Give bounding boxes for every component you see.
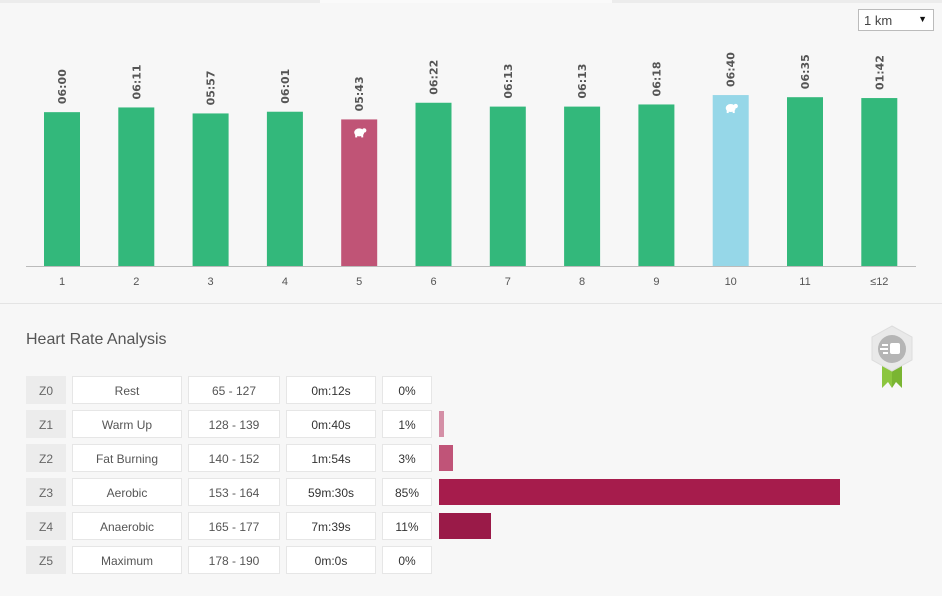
bar-value-label: 06:22 (428, 60, 441, 95)
zone-time: 1m:54s (286, 444, 376, 472)
zone-percent: 11% (382, 512, 432, 540)
pace-bar[interactable] (712, 95, 749, 266)
zone-row: Z5 Maximum 178 - 190 0m:0s 0% (26, 546, 439, 574)
x-tick-label: 6 (430, 276, 436, 288)
zone-name: Fat Burning (72, 444, 182, 472)
bar-value-label: 06:13 (502, 64, 515, 99)
zone-percent-bar (439, 513, 491, 539)
x-tick-label: ≤12 (870, 276, 888, 288)
zone-name: Maximum (72, 546, 182, 574)
bar-value-label: 06:40 (725, 52, 738, 87)
zone-name: Anaerobic (72, 512, 182, 540)
zone-time: 59m:30s (286, 478, 376, 506)
bar-value-label: 05:43 (353, 76, 366, 111)
zone-time: 7m:39s (286, 512, 376, 540)
zone-range: 128 - 139 (188, 410, 280, 438)
section-divider (0, 303, 942, 304)
x-tick-label: 5 (356, 276, 362, 288)
x-tick-label: 9 (653, 276, 659, 288)
zone-percent: 1% (382, 410, 432, 438)
zone-percent: 3% (382, 444, 432, 472)
x-tick-label: 11 (799, 276, 810, 288)
x-tick-label: 7 (505, 276, 511, 288)
zone-time: 0m:0s (286, 546, 376, 574)
speed-badge-icon (871, 325, 913, 388)
pace-bar[interactable] (489, 106, 526, 266)
x-tick-label: 2 (133, 276, 139, 288)
bar-value-label: 06:18 (650, 61, 663, 96)
zone-range: 140 - 152 (188, 444, 280, 472)
turtle-icon (725, 103, 738, 114)
zone-name: Rest (72, 376, 182, 404)
bar-value-label: 06:01 (279, 69, 292, 104)
heart-rate-title: Heart Rate Analysis (26, 331, 167, 348)
pace-bar[interactable] (44, 112, 80, 267)
x-tick-label: 4 (282, 276, 288, 288)
bar-value-label: 06:11 (130, 64, 143, 99)
pace-bar-chart: 06:00 1 06:11 2 05:57 3 06:01 4 05:43 5 06:22 6 06:1… (26, 52, 916, 288)
distance-select[interactable]: 1 km ▼ (858, 9, 934, 31)
zone-percent: 0% (382, 376, 432, 404)
x-tick-label: 1 (59, 276, 65, 288)
pace-bar[interactable] (638, 104, 675, 266)
pace-bar[interactable] (341, 119, 378, 267)
zone-row: Z1 Warm Up 128 - 139 0m:40s 1% (26, 410, 444, 438)
zone-range: 65 - 127 (188, 376, 280, 404)
rabbit-icon (354, 128, 367, 138)
zone-label: Z0 (26, 376, 66, 404)
x-tick-label: 8 (579, 276, 585, 288)
pace-bar[interactable] (415, 102, 452, 266)
pace-bar[interactable] (192, 113, 229, 266)
zone-row: Z0 Rest 65 - 127 0m:12s 0% (26, 376, 439, 404)
bar-value-label: 01:42 (873, 55, 886, 90)
top-tab-strip (0, 0, 942, 3)
zone-row: Z3 Aerobic 153 - 164 59m:30s 85% (26, 478, 841, 506)
dropdown-arrow-icon: ▼ (918, 14, 927, 24)
zone-time: 0m:40s (286, 410, 376, 438)
zone-percent-bar (439, 445, 454, 471)
active-tab-strip (320, 0, 612, 3)
zone-percent: 0% (382, 546, 432, 574)
pace-bar[interactable] (266, 111, 303, 266)
zone-percent-bar (439, 411, 444, 437)
zone-label: Z1 (26, 410, 66, 438)
bar-value-label: 06:35 (799, 54, 812, 89)
zone-range: 178 - 190 (188, 546, 280, 574)
zone-label: Z4 (26, 512, 66, 540)
zone-name: Aerobic (72, 478, 182, 506)
x-tick-label: 10 (725, 276, 737, 288)
zone-percent: 85% (382, 478, 432, 506)
zone-row: Z2 Fat Burning 140 - 152 1m:54s 3% (26, 444, 454, 472)
zone-range: 165 - 177 (188, 512, 280, 540)
zone-time: 0m:12s (286, 376, 376, 404)
zone-percent-bar (439, 479, 841, 505)
bar-value-label: 06:13 (576, 64, 589, 99)
pace-bar[interactable] (118, 107, 155, 266)
x-tick-label: 3 (208, 276, 214, 288)
zone-name: Warm Up (72, 410, 182, 438)
zone-label: Z5 (26, 546, 66, 574)
pace-bar[interactable] (564, 106, 601, 266)
pace-bar[interactable] (861, 98, 898, 266)
bar-value-label: 05:57 (205, 70, 218, 105)
zone-label: Z2 (26, 444, 66, 472)
bar-value-label: 06:00 (56, 69, 69, 104)
zone-row: Z4 Anaerobic 165 - 177 7m:39s 11% (26, 512, 491, 540)
distance-select-value: 1 km (864, 13, 893, 28)
zone-label: Z3 (26, 478, 66, 506)
zone-range: 153 - 164 (188, 478, 280, 506)
pace-bar[interactable] (787, 97, 823, 266)
